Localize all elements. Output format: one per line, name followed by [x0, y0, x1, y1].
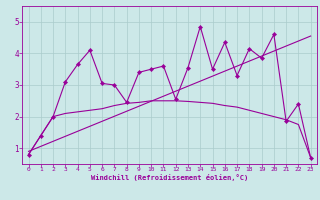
X-axis label: Windchill (Refroidissement éolien,°C): Windchill (Refroidissement éolien,°C) — [91, 174, 248, 181]
